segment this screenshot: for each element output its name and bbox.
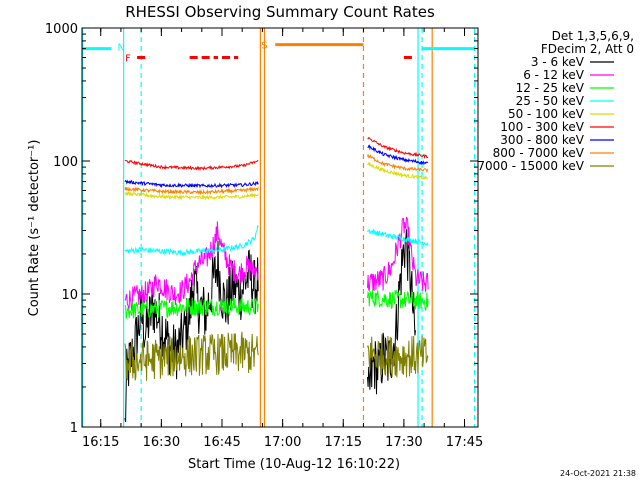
x-tick-label: 16:45 — [203, 435, 240, 450]
y-tick-label: 1 — [70, 421, 78, 436]
plot-frame — [81, 27, 479, 428]
legend-header-line-1: Det 1,3,5,6,9, — [552, 29, 634, 43]
series-line — [124, 331, 259, 381]
series-line — [367, 229, 416, 395]
series-line — [124, 186, 259, 196]
flag-label: N — [118, 43, 125, 54]
legend-entry-label: 25 - 50 keV — [516, 94, 585, 108]
y-tick-label: 1000 — [45, 22, 78, 37]
footer-timestamp: 24-Oct-2021 21:38 — [560, 469, 636, 478]
flag-label: F — [125, 54, 131, 65]
legend-entry-label: 100 - 300 keV — [500, 120, 584, 134]
x-tick-label: 16:15 — [82, 435, 119, 450]
x-tick-label: 17:15 — [325, 435, 362, 450]
y-axis: 1 10 100 1000 — [45, 22, 478, 436]
x-tick-label: 17:45 — [446, 435, 483, 450]
series-line — [367, 216, 429, 293]
data-layer — [81, 28, 476, 427]
series-line — [367, 228, 429, 247]
y-tick-label: 10 — [61, 288, 78, 303]
series-line — [124, 179, 259, 189]
x-axis-label: Start Time (10-Aug-12 16:10:22) — [188, 457, 400, 472]
series-line — [124, 297, 259, 319]
chart-title: RHESSI Observing Summary Count Rates — [125, 3, 435, 21]
series-line — [367, 289, 429, 312]
series-line — [124, 225, 259, 257]
y-axis-label: Count Rate (s⁻¹ detector⁻¹) — [27, 140, 42, 317]
series-line — [124, 159, 259, 172]
y-tick-label: 100 — [53, 155, 78, 170]
series-line — [367, 144, 429, 166]
x-axis: 16:15 16:30 16:45 17:00 17:15 17:30 17:45 — [82, 28, 483, 450]
series-line — [124, 191, 259, 201]
series-line — [367, 334, 429, 378]
flag-label: S — [261, 41, 267, 52]
legend-entry-label: 7000 - 15000 keV — [477, 159, 584, 173]
legend: Det 1,3,5,6,9, FDecim 2, Att 0 3 - 6 keV… — [477, 29, 634, 173]
series-line — [367, 154, 429, 174]
legend-entry-label: 50 - 100 keV — [508, 107, 585, 121]
series-line — [124, 240, 259, 423]
legend-entry-label: 300 - 800 keV — [500, 133, 584, 147]
legend-entry-label: 3 - 6 keV — [531, 55, 585, 69]
legend-entry-label: 800 - 7000 keV — [493, 146, 585, 160]
legend-entry-label: 12 - 25 keV — [516, 81, 585, 95]
series-line — [367, 136, 429, 160]
x-tick-label: 17:00 — [264, 435, 301, 450]
legend-entry-label: 6 - 12 keV — [523, 68, 585, 82]
flag-layer: N S F — [82, 41, 475, 65]
x-tick-label: 16:30 — [143, 435, 180, 450]
series-line — [367, 161, 429, 181]
legend-header-line-2: FDecim 2, Att 0 — [541, 42, 634, 56]
x-tick-label: 17:30 — [385, 435, 422, 450]
